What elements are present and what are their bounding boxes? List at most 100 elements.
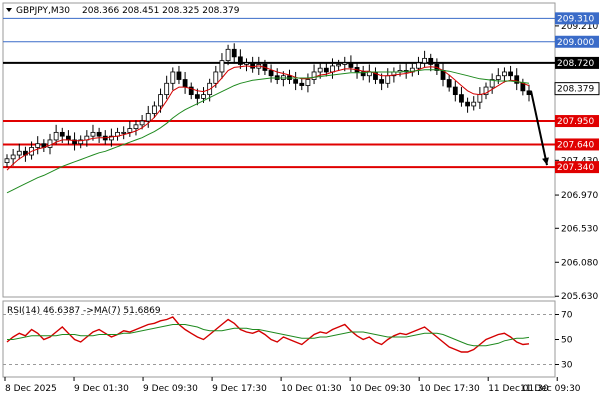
current-price-tag: 208.379 bbox=[554, 82, 600, 96]
level-tag bbox=[555, 12, 599, 25]
rsi-tick-label: 70 bbox=[561, 311, 573, 321]
ohlc-values: 208.366 208.451 208.325 208.379 bbox=[82, 6, 240, 16]
forecast-arrow bbox=[530, 90, 549, 166]
time-tick-label: 8 Dec 2025 bbox=[5, 384, 57, 394]
candle-body bbox=[459, 94, 464, 103]
level-label: 207.640 bbox=[557, 140, 594, 150]
candle-body bbox=[520, 82, 526, 92]
candle-body bbox=[139, 120, 145, 126]
level-tag bbox=[555, 138, 599, 151]
time-tick-label: 10 Dec 01:30 bbox=[281, 384, 342, 394]
candle-body bbox=[379, 79, 385, 84]
level-tag bbox=[555, 56, 599, 69]
candle-body bbox=[182, 79, 188, 88]
current-price-box bbox=[554, 82, 600, 96]
candle-body bbox=[10, 154, 16, 160]
ma-slow-line bbox=[6, 69, 530, 194]
candle-body bbox=[16, 150, 22, 156]
time-tick-label: 9 Dec 17:30 bbox=[212, 384, 267, 394]
price-tick-label: 206.970 bbox=[561, 191, 598, 201]
candle-body bbox=[201, 94, 206, 99]
candle-body bbox=[385, 75, 391, 84]
candle-body bbox=[360, 71, 366, 77]
candle-body bbox=[151, 105, 157, 114]
candle-body bbox=[317, 67, 323, 73]
time-axis: 8 Dec 2025 9 Dec 01:30 9 Dec 09:30 9 Dec 17… bbox=[4, 377, 581, 394]
candle-body bbox=[90, 131, 96, 137]
candle-body bbox=[244, 62, 249, 65]
price-tick-label: 206.530 bbox=[561, 224, 598, 234]
price-tick-label: 205.630 bbox=[561, 292, 598, 302]
candle-body bbox=[194, 94, 200, 99]
candle-body bbox=[176, 71, 182, 80]
candle-body bbox=[4, 158, 10, 163]
horizontal-levels: 209.310 209.000 208.720 207.950 207.640 207.3… bbox=[3, 12, 599, 174]
candle-body bbox=[422, 57, 428, 64]
candle-body bbox=[330, 65, 335, 73]
candle-body bbox=[35, 143, 41, 148]
candle-body bbox=[47, 139, 53, 148]
candle-body bbox=[145, 113, 151, 122]
candle-body bbox=[78, 139, 84, 145]
candle-body bbox=[268, 70, 274, 77]
level-label: 207.950 bbox=[557, 117, 594, 127]
level-label: 209.000 bbox=[557, 38, 594, 48]
rsi-axis: 70 50 30 bbox=[555, 311, 573, 371]
candle-body bbox=[477, 94, 483, 103]
level-label: 207.340 bbox=[557, 163, 594, 173]
candle-body bbox=[293, 79, 299, 84]
candle-body bbox=[342, 62, 348, 65]
candle-body bbox=[213, 71, 219, 84]
candle-body bbox=[428, 57, 434, 65]
candle-body bbox=[188, 86, 194, 96]
time-tick-label: 9 Dec 01:30 bbox=[74, 384, 129, 394]
candle-body bbox=[231, 48, 237, 58]
candle-body bbox=[323, 67, 329, 73]
rsi-tick-label: 50 bbox=[561, 336, 573, 346]
candle-body bbox=[250, 62, 256, 69]
candle-body bbox=[336, 64, 342, 67]
candle-body bbox=[170, 71, 176, 84]
candle-body bbox=[305, 79, 311, 86]
candle-body bbox=[508, 71, 513, 77]
candle-body bbox=[502, 71, 507, 77]
candle-body bbox=[452, 86, 458, 96]
level-tag bbox=[555, 35, 599, 48]
time-tick-label: 11 Dec 01:30 bbox=[488, 384, 549, 394]
triangle-down-icon bbox=[6, 8, 12, 12]
rsi-tick-label: 30 bbox=[561, 361, 573, 371]
rsi-header: RSI(14) 46.6387 ->MA(7) 51.6869 bbox=[7, 306, 161, 316]
candle-body bbox=[225, 48, 231, 62]
candle-body bbox=[164, 82, 170, 96]
candle-body bbox=[219, 60, 225, 73]
candle-body bbox=[237, 56, 243, 65]
time-tick-label: 9 Dec 09:30 bbox=[143, 384, 198, 394]
candle-body bbox=[471, 101, 477, 107]
rsi-line bbox=[6, 316, 530, 353]
candle-body bbox=[96, 131, 102, 137]
time-tick-label: 10 Dec 17:30 bbox=[419, 384, 480, 394]
level-tag bbox=[555, 161, 599, 174]
candle-body bbox=[483, 86, 489, 96]
rsi-ma-line bbox=[7, 324, 530, 347]
level-tag bbox=[555, 115, 599, 128]
time-tick-label: 11 Dec 09:30 bbox=[520, 384, 581, 394]
candle-body bbox=[158, 94, 163, 107]
candle-body bbox=[133, 124, 139, 130]
candle-body bbox=[446, 79, 452, 88]
chart-header: GBPJPY,M30 208.366 208.451 208.325 208.3… bbox=[6, 6, 240, 16]
candle-body bbox=[311, 71, 317, 80]
candle-body bbox=[465, 101, 470, 107]
candle-body bbox=[72, 139, 77, 145]
arrow-head-icon bbox=[542, 157, 549, 166]
rsi-levels bbox=[3, 314, 555, 365]
price-tick-label: 206.080 bbox=[561, 258, 598, 268]
candle-body bbox=[348, 62, 354, 68]
level-label: 209.310 bbox=[557, 14, 594, 24]
current-price-label: 208.379 bbox=[557, 85, 594, 95]
candle-body bbox=[495, 75, 501, 80]
level-label: 208.720 bbox=[557, 59, 594, 69]
candle-body bbox=[514, 75, 520, 84]
arrow-shaft bbox=[530, 90, 548, 166]
